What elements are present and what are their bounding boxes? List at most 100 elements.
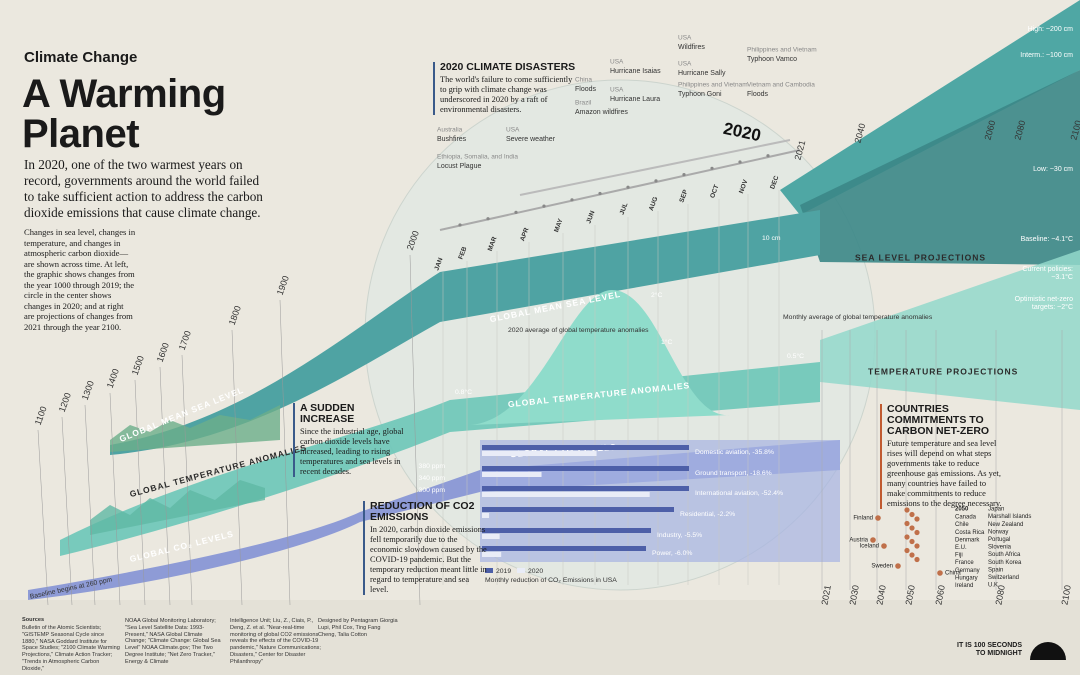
co2-bar-2019 [482, 507, 674, 512]
year-rule [134, 379, 146, 606]
country-dot [914, 543, 920, 549]
projection-year: 2021 [819, 584, 832, 605]
country-name: Denmark [955, 537, 980, 543]
increase-box: A SUDDEN INCREASE Since the industrial a… [293, 403, 408, 477]
co2-label: International aviation, -52.4% [695, 490, 783, 497]
disaster-place: USA [506, 127, 520, 134]
disaster-place: USA [678, 61, 692, 68]
box-title: A SUDDEN INCREASE [300, 402, 355, 425]
disaster-dot [598, 191, 602, 196]
country-dot [909, 511, 915, 518]
disaster-place: China [575, 77, 592, 84]
co2-bar-2019 [482, 528, 651, 533]
country-name: Ireland [955, 583, 973, 589]
disaster-place: Philippines and Vietnam [747, 47, 817, 54]
year-label: 1900 [275, 274, 291, 296]
source-column: NOAA Global Monitoring Laboratory; "Sea … [125, 618, 221, 665]
projection-label: High: ~200 cm [1027, 26, 1073, 33]
country-name: U.K. [988, 583, 1000, 589]
annotation: 2020 average of global temperature anoma… [508, 327, 649, 334]
co2-reduction-bar [482, 552, 502, 557]
commitments-box: COUNTRIES COMMITMENTS TO CARBON NET-ZERO… [880, 404, 1005, 509]
month-label: OCT [709, 184, 720, 199]
year-label: 1300 [80, 379, 96, 401]
projection-year: 2060 [933, 584, 946, 605]
legend-swatch [485, 568, 493, 573]
month-label: JUL [619, 202, 630, 216]
disaster-event: Severe weather [506, 136, 556, 143]
year-label: 1200 [57, 391, 73, 413]
reduction-box: REDUCTION OF CO2 EMISSIONS In 2020, carb… [363, 501, 488, 595]
year-label: 1500 [130, 354, 146, 376]
box-body: In 2020, carbon dioxide emissions fell t… [370, 525, 487, 594]
co2-bar-2019 [482, 466, 689, 471]
logo-text: IT IS 100 SECONDS TO MIDNIGHT [957, 642, 1022, 657]
co2-reduction-bar [482, 472, 542, 477]
country-name: Spain [988, 567, 1003, 573]
disaster-dot [542, 204, 546, 208]
month-label: AUG [648, 196, 660, 212]
disaster-dot [738, 160, 742, 164]
month-label: MAR [487, 236, 499, 253]
country-dot [909, 538, 915, 545]
country-name: Chile [955, 522, 969, 528]
box-body: Since the industrial age, global carbon … [300, 427, 404, 476]
country-name: Canada [955, 515, 977, 521]
year-label: 1700 [177, 329, 193, 351]
annotation: Monthly average of global temperature an… [783, 314, 933, 321]
country-dot [881, 543, 887, 549]
legend-label: 2020 [528, 568, 543, 575]
disaster-event: Hurricane Isaias [610, 68, 661, 75]
year-label: 1800 [227, 304, 243, 326]
projection-year: 2050 [903, 584, 916, 605]
country-name: Germany [955, 568, 980, 574]
co2-reduction-bar [482, 534, 500, 539]
country-dot [904, 507, 910, 513]
year-rule [231, 329, 243, 606]
country-name: Japan [988, 507, 1004, 513]
box-body: The world's failure to come sufficiently… [440, 75, 573, 114]
disaster-place: Ethiopia, Somalia, and India [437, 154, 518, 161]
country-label: Sweden [871, 564, 893, 570]
temp-label: 1°C [661, 338, 672, 346]
disaster-place: USA [610, 59, 624, 66]
projection-year: 2040 [874, 584, 887, 605]
projection-label: Interm.: ~100 cm [1020, 52, 1073, 59]
temp-history-texture [90, 480, 265, 535]
month-label: MAY [553, 217, 565, 233]
year-rule [181, 354, 193, 606]
year-rule [84, 404, 96, 606]
disaster-place: USA [610, 87, 624, 94]
description: Changes in sea level, changes in tempera… [24, 227, 136, 332]
year-label: 1600 [155, 341, 171, 363]
box-body: Future temperature and sea level rises w… [887, 439, 1002, 508]
country-dot [914, 529, 920, 536]
country-name: New Zealand [988, 522, 1023, 528]
co2-panel [480, 440, 840, 562]
source-column: Intelligence Unit; Liu, Z., Ciais, P., D… [230, 618, 321, 665]
kicker: Climate Change [24, 49, 138, 66]
temp-fan [820, 250, 1080, 410]
disaster-event: Hurricane Laura [610, 96, 660, 103]
band-label: SEA LEVEL PROJECTIONS [855, 252, 986, 262]
co2-caption: Monthly reduction of CO₂ Emissions in US… [485, 577, 617, 584]
country-name: Switzerland [988, 575, 1019, 581]
projection-year: 2021 [793, 139, 808, 161]
disaster-dot [486, 217, 490, 221]
country-name: Hungary [955, 575, 978, 581]
co2-label: Domestic aviation, -35.8% [695, 449, 774, 456]
disaster-dot [570, 198, 574, 202]
year-rule [37, 429, 49, 606]
disaster-event: Amazon wildfires [575, 109, 628, 116]
disaster-dot [682, 173, 686, 177]
country-name: E.U. [955, 545, 967, 551]
disaster-event: Bushfires [437, 136, 467, 143]
co2-reduction-bar [482, 451, 597, 456]
disaster-event: Hurricane Sally [678, 70, 726, 77]
disaster-dot [654, 179, 658, 183]
temp-2020-bump [470, 290, 730, 425]
sea-fan [800, 70, 1080, 265]
country-name: Norway [988, 529, 1008, 535]
